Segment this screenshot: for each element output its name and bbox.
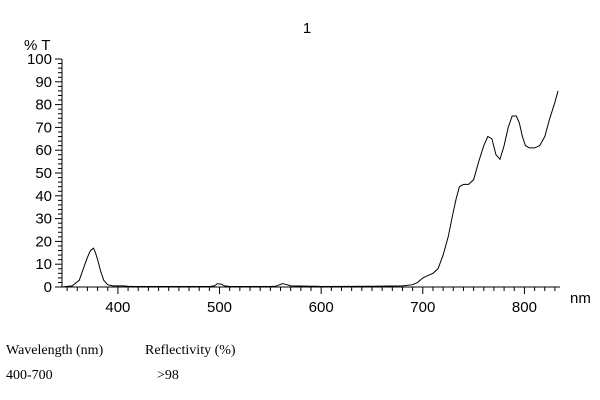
- y-tick-label: 80: [35, 97, 52, 114]
- x-tick-label: 700: [410, 299, 435, 316]
- x-axis-label: nm: [570, 290, 591, 307]
- x-tick-label: 400: [105, 299, 130, 316]
- x-tick-label: 600: [309, 299, 334, 316]
- series-lines: [61, 90, 559, 288]
- table-cell-reflectivity: >98: [157, 368, 179, 383]
- table-header-wavelength: Wavelength (nm): [6, 343, 104, 358]
- series-line-1: [61, 90, 559, 288]
- table-cell-wavelength: 400-700: [6, 368, 53, 383]
- y-tick-label: 90: [35, 74, 52, 91]
- y-tick-label: 30: [35, 211, 52, 228]
- y-tick-label: 50: [35, 165, 52, 182]
- y-tick-label: 20: [35, 233, 52, 250]
- table-header-reflectivity: Reflectivity (%): [145, 343, 236, 358]
- y-tick-label: 100: [27, 51, 52, 68]
- x-tick-label: 500: [207, 299, 232, 316]
- axes: 0 10 20 30 40 50 60 70 80 90 100 400 500 600 700 800: [27, 51, 560, 316]
- y-tick-label: 0: [44, 279, 52, 296]
- y-tick-label: 10: [35, 256, 52, 273]
- y-tick-label: 70: [35, 119, 52, 136]
- y-tick-label: 60: [35, 142, 52, 159]
- y-tick-label: 40: [35, 188, 52, 205]
- y-axis-label: % T: [24, 37, 50, 54]
- chart-title: 1: [303, 20, 311, 37]
- x-tick-label: 800: [512, 299, 537, 316]
